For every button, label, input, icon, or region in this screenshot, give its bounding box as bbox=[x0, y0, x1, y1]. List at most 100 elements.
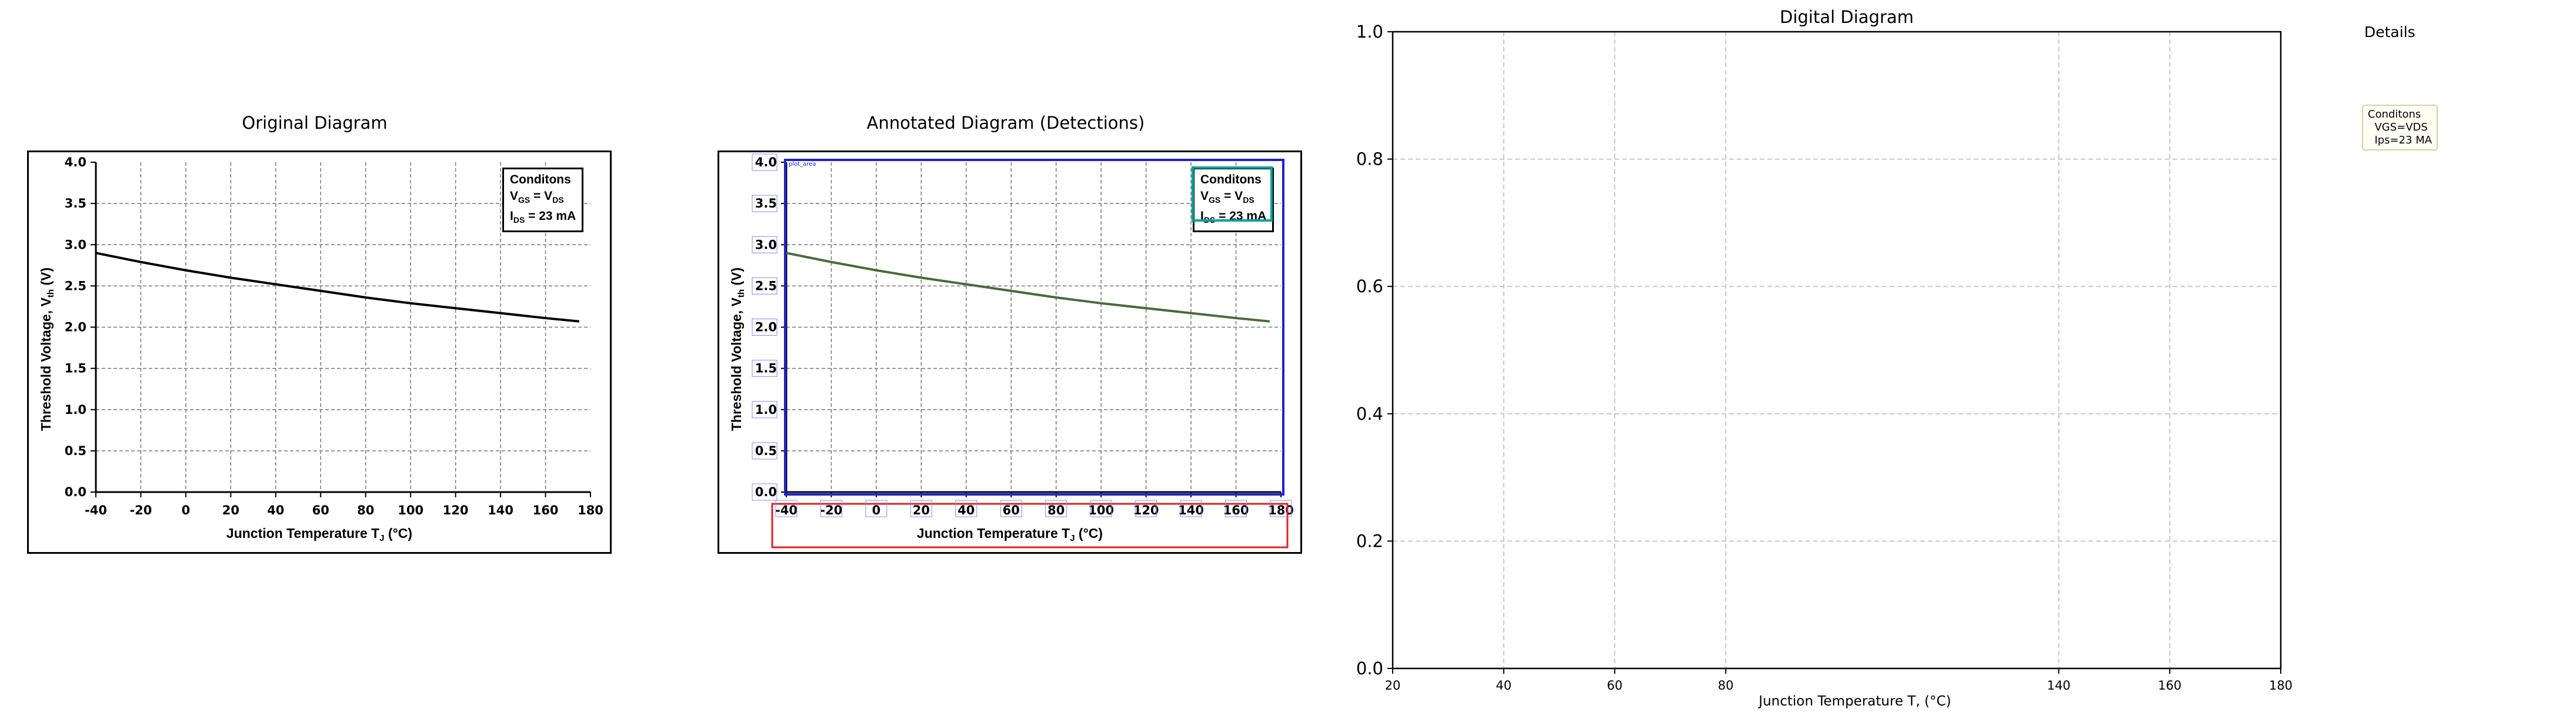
y-tick-detection-box bbox=[752, 442, 778, 460]
digital-xtick-label: 40 bbox=[1496, 678, 1511, 693]
digital-xtick-label: 60 bbox=[1607, 678, 1623, 693]
orig-ytick-label: 1.0 bbox=[65, 403, 86, 417]
orig-ytick-label: 3.0 bbox=[65, 238, 86, 252]
details-title: Details bbox=[2364, 24, 2415, 41]
ann-ytick-label: 0.5 bbox=[755, 444, 777, 458]
digital-xtick-label: 20 bbox=[1385, 678, 1401, 693]
digital-xtick-label: 160 bbox=[2158, 678, 2181, 693]
conditions-ids: IDS = 23 mA bbox=[510, 209, 576, 225]
digital-legend: Conditons VGS=VDS Ips=23 MA bbox=[2362, 105, 2438, 151]
orig-ytick-label: 1.5 bbox=[65, 362, 86, 376]
orig-ytick-label: 0.5 bbox=[65, 444, 86, 458]
digital-axes bbox=[1392, 31, 2282, 670]
orig-xtick-label: -40 bbox=[85, 503, 107, 517]
legend-detection-box bbox=[1192, 166, 1273, 222]
orig-ytick-label: 2.5 bbox=[65, 279, 86, 293]
digital-chart: 20 40 60 80 140 160 180 0.0 0.2 0.4 0.6 0.8 1.0 Junc… bbox=[1356, 22, 2293, 709]
x-tick-detection-box bbox=[1090, 500, 1112, 517]
x-tick-detection-box bbox=[820, 500, 842, 517]
orig-threshold-line bbox=[95, 252, 580, 323]
conditions-title: Conditons bbox=[510, 173, 571, 186]
orig-xtick-label: 80 bbox=[357, 503, 374, 517]
annotated-ylabel: Threshold Voltage, Vth (V) bbox=[729, 267, 746, 431]
original-diagram-title: Original Diagram bbox=[242, 113, 388, 133]
digital-plot-frame bbox=[1392, 31, 2282, 670]
ann-xtick-label: 160 bbox=[1223, 503, 1249, 517]
original-xlabel: Junction Temperature TJ (°C) bbox=[226, 526, 412, 543]
digital-ytick-label: 0.6 bbox=[1356, 276, 1383, 296]
ann-xtick-label: 0 bbox=[872, 503, 881, 517]
plot-area-detection-box bbox=[784, 159, 1284, 496]
original-conditions-box: Conditons VGS = VDS IDS = 23 mA bbox=[502, 168, 584, 233]
ann-xtick-label: 20 bbox=[913, 503, 930, 517]
orig-xtick-label: 0 bbox=[182, 503, 191, 517]
y-tick-detection-box bbox=[752, 319, 778, 336]
digital-xtick-label: 140 bbox=[2047, 678, 2070, 693]
ann-xtick-label: 120 bbox=[1133, 503, 1159, 517]
digital-ytick-label: 1.0 bbox=[1356, 22, 1383, 42]
orig-xtick-label: 40 bbox=[267, 503, 284, 517]
orig-ytick-label: 4.0 bbox=[65, 155, 86, 169]
original-chart: -40 -20 0 20 40 60 80 100 120 140 160 180 0.0 0.5 1.0 1… bbox=[38, 155, 603, 543]
original-ticks: -40 -20 0 20 40 60 80 100 120 140 160 180 0.0 0.5 1.0 1… bbox=[65, 155, 603, 517]
y-tick-detection-box bbox=[752, 277, 778, 295]
digital-ticks: 20 40 60 80 140 160 180 0.0 0.2 0.4 0.6 0.8 1.0 bbox=[1356, 22, 2293, 693]
annotated-detection-boxes: plot_area bbox=[752, 153, 1292, 549]
annotated-ticks: -40 -20 0 20 40 60 80 100 120 140 160 180 0.0 0.5 1.0 1… bbox=[755, 155, 1294, 517]
ann-xtick-label: 60 bbox=[1003, 503, 1020, 517]
ann-threshold-line bbox=[786, 252, 1270, 323]
conditions-vgs: VGS = VDS bbox=[510, 189, 564, 205]
x-tick-detection-box bbox=[1000, 500, 1022, 517]
annotated-chart: -40 -20 0 20 40 60 80 100 120 140 160 180 0.0 0.5 1.0 1… bbox=[729, 153, 1294, 549]
digital-xlabel: Junction Temperature T, (°C) bbox=[1757, 694, 1951, 709]
orig-xtick-label: 180 bbox=[578, 503, 603, 517]
ann-ytick-label: 3.5 bbox=[755, 196, 777, 210]
orig-ytick-label: 2.0 bbox=[65, 320, 86, 335]
original-curve bbox=[95, 252, 580, 323]
ann-ytick-label: 2.5 bbox=[755, 279, 777, 293]
plot-area-detection-label: plot_area bbox=[789, 161, 816, 168]
ann-ytick-label: 4.0 bbox=[755, 155, 777, 169]
x-tick-detection-box bbox=[910, 500, 932, 517]
x-tick-detection-box bbox=[1180, 500, 1202, 517]
digital-xtick-label: 180 bbox=[2269, 678, 2293, 693]
original-ylabel: Threshold Voltage, Vth (V) bbox=[38, 267, 56, 431]
y-tick-detection-box bbox=[752, 401, 778, 419]
x-tick-detection-box bbox=[955, 500, 977, 517]
digital-ytick-label: 0.8 bbox=[1356, 149, 1383, 169]
x-tick-detection-box bbox=[1135, 500, 1157, 517]
digital-ytick-label: 0.0 bbox=[1356, 658, 1383, 678]
annotated-curve bbox=[786, 252, 1270, 323]
digital-diagram-title: Digital Diagram bbox=[1780, 7, 1914, 27]
x-tick-detection-box bbox=[865, 500, 887, 517]
original-diagram-frame: -40 -20 0 20 40 60 80 100 120 140 160 180 0.0 0.5 1.0 1… bbox=[27, 151, 612, 554]
orig-xtick-label: 140 bbox=[488, 503, 513, 517]
y-tick-detection-box bbox=[752, 483, 778, 501]
ann-xtick-label: 140 bbox=[1178, 503, 1204, 517]
x-axis-detection-box bbox=[771, 503, 1289, 549]
orig-xtick-label: 100 bbox=[398, 503, 423, 517]
ann-xtick-label: -20 bbox=[820, 503, 842, 517]
orig-xtick-label: 120 bbox=[443, 503, 469, 517]
orig-xtick-label: -20 bbox=[129, 503, 152, 517]
ann-ytick-label: 0.0 bbox=[755, 485, 777, 499]
x-tick-detection-box bbox=[1270, 500, 1292, 517]
orig-ytick-label: 0.0 bbox=[65, 485, 86, 499]
ann-xtick-label: -40 bbox=[775, 503, 798, 517]
digital-ytick-label: 0.2 bbox=[1356, 531, 1383, 551]
ann-xtick-label: 40 bbox=[957, 503, 975, 517]
y-tick-detection-box bbox=[752, 236, 778, 253]
orig-xtick-label: 160 bbox=[533, 503, 559, 517]
ann-ytick-label: 1.0 bbox=[755, 403, 777, 417]
annotated-conditions-vgs: VGS = VDS bbox=[1200, 189, 1254, 205]
annotated-xlabel: Junction Temperature TJ (°C) bbox=[917, 526, 1103, 543]
orig-ytick-label: 3.5 bbox=[65, 196, 86, 210]
digital-ytick-label: 0.4 bbox=[1356, 404, 1383, 424]
ann-ytick-label: 3.0 bbox=[755, 238, 777, 252]
ann-ytick-label: 1.5 bbox=[755, 362, 777, 376]
ann-xtick-label: 80 bbox=[1047, 503, 1065, 517]
orig-xtick-label: 20 bbox=[222, 503, 239, 517]
ann-ytick-label: 2.0 bbox=[755, 320, 777, 335]
ann-xtick-label: 180 bbox=[1268, 503, 1294, 517]
digital-xtick-label: 80 bbox=[1718, 678, 1734, 693]
